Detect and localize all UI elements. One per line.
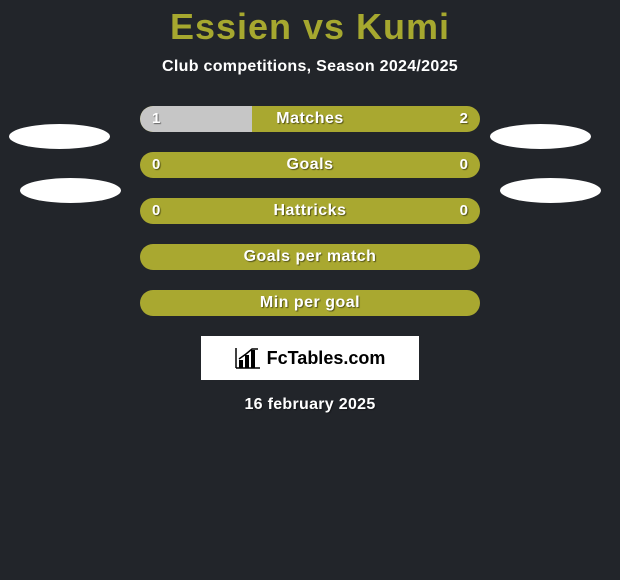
stat-label: Goals per match bbox=[140, 244, 480, 270]
logo-text: FcTables.com bbox=[267, 348, 386, 369]
stat-bar: 00Goals bbox=[140, 152, 480, 178]
stat-label: Hattricks bbox=[140, 198, 480, 224]
stat-bar: 12Matches bbox=[140, 106, 480, 132]
stat-bar: Min per goal bbox=[140, 290, 480, 316]
date-text: 16 february 2025 bbox=[0, 396, 620, 414]
stat-bar: 00Hattricks bbox=[140, 198, 480, 224]
stat-label: Matches bbox=[140, 106, 480, 132]
stat-bar: Goals per match bbox=[140, 244, 480, 270]
page-title: Essien vs Kumi bbox=[0, 0, 620, 48]
subtitle: Club competitions, Season 2024/2025 bbox=[0, 58, 620, 76]
stat-label: Min per goal bbox=[140, 290, 480, 316]
bars-icon bbox=[235, 347, 261, 369]
source-logo: FcTables.com bbox=[201, 336, 419, 380]
stat-label: Goals bbox=[140, 152, 480, 178]
comparison-bars: 12Matches 00Goals 00Hattricks Goals per mat… bbox=[0, 106, 620, 316]
